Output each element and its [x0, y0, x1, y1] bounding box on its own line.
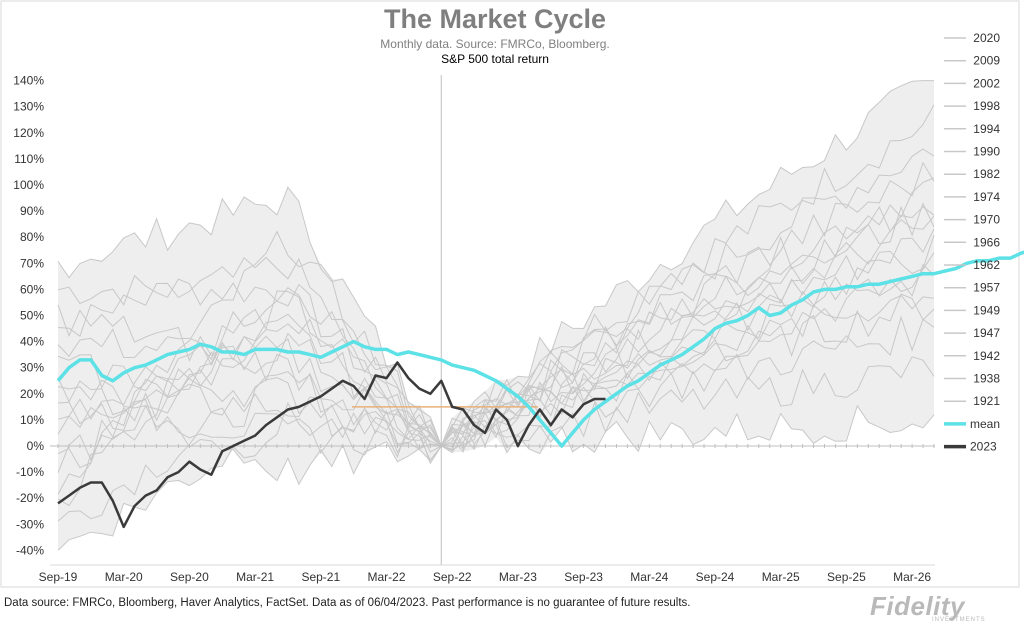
- history-line-1962: [57, 313, 935, 453]
- x-tick-label: Sep-21: [301, 570, 340, 584]
- legend-label-1998: 1998: [973, 99, 1000, 113]
- x-tick-label: Sep-23: [564, 570, 603, 584]
- series-line-2023: [57, 361, 606, 529]
- x-tick-label: Mar-22: [367, 570, 405, 584]
- chart-subtitle: Monthly data. Source: FMRCo, Bloomberg.: [380, 37, 610, 51]
- legend-label-1966: 1966: [973, 235, 1000, 249]
- legend-label-1957: 1957: [973, 281, 1000, 295]
- fidelity-logo: Fidelity: [870, 591, 966, 621]
- legend-label-1990: 1990: [973, 145, 1000, 159]
- chart-frame: [0, 0, 1020, 588]
- legend-label-mean: mean: [970, 417, 1000, 431]
- history-line-1938: [57, 294, 935, 469]
- x-tick-label: Mar-24: [630, 570, 668, 584]
- highlighted-series: [56, 250, 1024, 529]
- history-line-1921: [57, 315, 935, 486]
- history-line-1966: [57, 234, 935, 551]
- legend-label-1962: 1962: [973, 258, 1000, 272]
- legend: 2020 2009 2002 1998 1994 1990 1982 1974 1970 1966…: [944, 31, 1000, 454]
- y-tick-label: -10%: [16, 465, 44, 479]
- legend-label-1947: 1947: [973, 326, 1000, 340]
- y-tick-label: 80%: [20, 230, 44, 244]
- x-tick-label: Mar-21: [236, 570, 274, 584]
- legend-label-2020: 2020: [973, 31, 1000, 45]
- x-tick-label: Mar-20: [105, 570, 143, 584]
- legend-label-1942: 1942: [973, 349, 1000, 363]
- series-line-mean: [56, 250, 1024, 448]
- range-band: [58, 80, 934, 551]
- y-tick-label: -30%: [16, 517, 44, 531]
- axes: [50, 75, 935, 566]
- legend-label-1949: 1949: [973, 303, 1000, 317]
- legend-label-1974: 1974: [973, 190, 1000, 204]
- historical-cycles: [57, 80, 935, 551]
- history-line-1957: [57, 161, 935, 462]
- y-tick-label: 40%: [20, 335, 44, 349]
- footer-note: Data source: FMRCo, Bloomberg, Haver Ana…: [4, 597, 691, 609]
- y-tick-label: -40%: [16, 543, 44, 557]
- y-tick-label: 90%: [20, 204, 44, 218]
- x-tick-label: Sep-22: [433, 570, 472, 584]
- x-tick-label: Sep-19: [39, 570, 78, 584]
- x-tick-label: Mar-26: [893, 570, 931, 584]
- x-tick-label: Sep-20: [170, 570, 209, 584]
- plot-title: S&P 500 total return: [441, 52, 549, 66]
- y-tick-label: 30%: [20, 361, 44, 375]
- y-tick-label: 20%: [20, 387, 44, 401]
- x-tick-label: Mar-25: [762, 570, 800, 584]
- legend-label-1994: 1994: [973, 122, 1000, 136]
- fidelity-logo-sub: INVESTMENTS: [932, 617, 986, 623]
- y-tick-label: 130%: [13, 100, 44, 114]
- legend-label-2002: 2002: [973, 76, 1000, 90]
- x-tick-label: Mar-23: [499, 570, 537, 584]
- legend-label-1938: 1938: [973, 372, 1000, 386]
- tick-labels: 140% 130% 120% 110% 100% 90% 80% 70% 60% 50% 40% 30…: [13, 74, 931, 584]
- y-tick-label: 100%: [13, 178, 44, 192]
- history-range-band: [58, 80, 934, 551]
- legend-label-2023: 2023: [970, 440, 997, 454]
- y-tick-label: 60%: [20, 282, 44, 296]
- x-tick-label: Sep-25: [827, 570, 866, 584]
- y-tick-label: 120%: [13, 126, 44, 140]
- legend-label-1921: 1921: [973, 394, 1000, 408]
- y-tick-label: 0%: [27, 439, 45, 453]
- legend-label-1970: 1970: [973, 213, 1000, 227]
- legend-label-2009: 2009: [973, 54, 1000, 68]
- y-tick-label: -20%: [16, 491, 44, 505]
- y-tick-label: 50%: [20, 309, 44, 323]
- chart-title: The Market Cycle: [383, 4, 607, 34]
- x-tick-label: Sep-24: [696, 570, 735, 584]
- history-line-1998: [57, 148, 935, 473]
- history-line-1974: [57, 202, 935, 495]
- y-tick-label: 10%: [20, 413, 44, 427]
- legend-label-1982: 1982: [973, 167, 1000, 181]
- y-tick-label: 110%: [14, 152, 44, 166]
- y-tick-label: 140%: [13, 74, 44, 88]
- history-line-1970: [57, 293, 935, 447]
- y-tick-label: 70%: [20, 256, 44, 270]
